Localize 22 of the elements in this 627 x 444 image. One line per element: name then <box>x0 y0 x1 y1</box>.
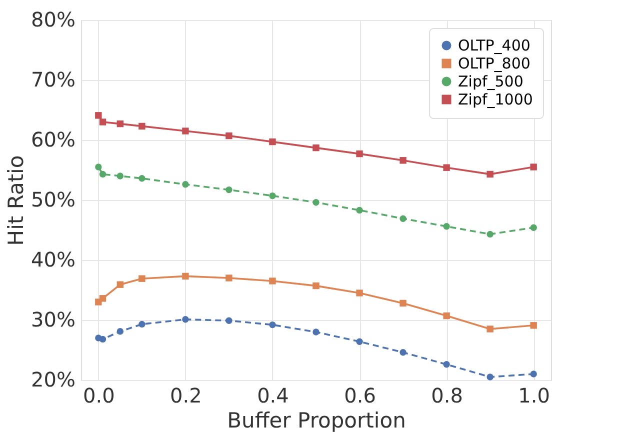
point <box>95 112 102 119</box>
point <box>530 322 537 329</box>
y-tick-label: 20% <box>31 368 76 392</box>
y-axis-title: Hit Ratio <box>4 155 28 246</box>
x-tick-label: 0.8 <box>431 384 463 408</box>
legend-label: OLTP_800 <box>458 54 530 72</box>
y-tick-label: 60% <box>31 128 76 152</box>
x-tick-label: 0.2 <box>170 384 202 408</box>
y-tick-label: 70% <box>31 68 76 92</box>
x-tick-label: 0.6 <box>344 384 376 408</box>
y-tick-label: 40% <box>31 248 76 272</box>
y-tick-label: 30% <box>31 308 76 332</box>
legend-label: Zipf_500 <box>458 72 524 90</box>
x-tick-label: 1.0 <box>518 384 550 408</box>
x-axis-title: Buffer Proportion <box>227 408 406 432</box>
legend-label: OLTP_400 <box>458 36 530 54</box>
x-tick-label: 0.0 <box>83 384 115 408</box>
legend-label: Zipf_1000 <box>458 90 533 108</box>
x-tick-label: 0.4 <box>257 384 289 408</box>
point <box>530 164 537 170</box>
y-tick-label: 80% <box>31 8 76 32</box>
y-tick-label: 50% <box>31 188 76 212</box>
